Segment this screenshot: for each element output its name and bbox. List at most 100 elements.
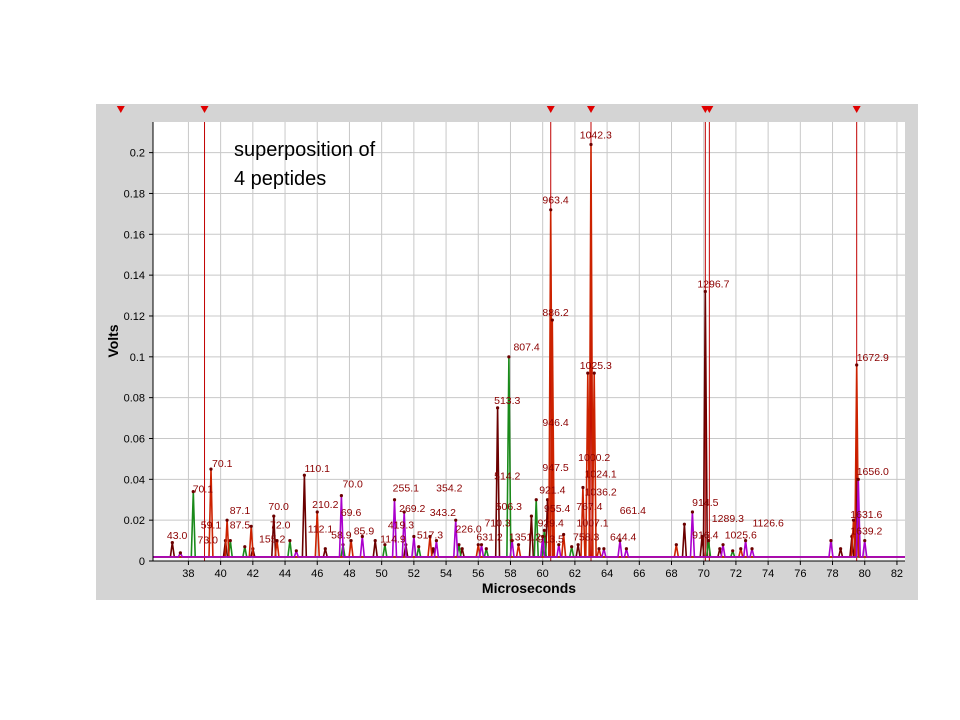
peak-marker bbox=[682, 522, 686, 526]
top-marker-triangle bbox=[705, 106, 714, 113]
peak-label: 1656.0 bbox=[857, 466, 889, 478]
axis-ticks: 38 40 42 44 46 48 50 52 54 56 58 60 62 64 66 68 70 72 74 76… bbox=[124, 148, 903, 580]
x-tick-label: 48 bbox=[343, 568, 355, 580]
top-markers bbox=[116, 106, 861, 113]
x-tick-label: 66 bbox=[633, 568, 645, 580]
peak-marker bbox=[275, 538, 279, 543]
peak-marker bbox=[412, 534, 416, 539]
peak-marker bbox=[602, 547, 606, 551]
peak-marker bbox=[373, 538, 377, 543]
y-tick-label: 0.12 bbox=[124, 311, 145, 323]
peak-marker bbox=[570, 545, 574, 549]
y-tick-label: 0.02 bbox=[124, 515, 145, 527]
peak-marker bbox=[674, 543, 678, 547]
peak-marker bbox=[383, 543, 387, 547]
peak-marker bbox=[484, 547, 488, 551]
x-tick-label: 56 bbox=[472, 568, 484, 580]
peak-label: 87.1 bbox=[230, 505, 251, 517]
peak-label: 758.3 bbox=[573, 532, 599, 544]
peak-label: 1042.3 bbox=[580, 129, 612, 141]
peak-marker bbox=[323, 547, 327, 551]
x-tick-label: 50 bbox=[376, 568, 388, 580]
peak-marker bbox=[557, 543, 561, 547]
peak-marker bbox=[562, 532, 566, 537]
peak-label: 72.0 bbox=[270, 519, 291, 531]
peak-marker bbox=[541, 534, 545, 539]
y-tick-label: 0.08 bbox=[124, 393, 145, 405]
x-tick-label: 52 bbox=[408, 568, 420, 580]
peak-marker bbox=[576, 543, 580, 547]
peak-label: 43.0 bbox=[167, 530, 188, 542]
peak-label: 70.1 bbox=[212, 458, 233, 470]
peak-marker bbox=[851, 518, 856, 522]
peak-label: 914.5 bbox=[692, 497, 718, 509]
peak-marker bbox=[750, 547, 754, 551]
top-marker-triangle bbox=[586, 106, 595, 113]
peak-marker bbox=[690, 510, 695, 514]
peak-marker bbox=[516, 543, 521, 547]
y-axis-title: Volts bbox=[105, 324, 121, 357]
x-tick-label: 64 bbox=[601, 568, 613, 580]
x-tick-label: 46 bbox=[311, 568, 323, 580]
peak-label: 767.4 bbox=[576, 501, 602, 513]
peak-marker bbox=[529, 514, 534, 518]
peak-label: 1126.6 bbox=[752, 517, 783, 529]
peak-label: 921.4 bbox=[539, 485, 565, 497]
peak-label: 1289.3 bbox=[712, 513, 744, 525]
peak-label: 506.3 bbox=[496, 501, 522, 513]
peak-marker bbox=[700, 534, 704, 539]
peak-marker bbox=[288, 538, 292, 543]
peak-label: 1024.1 bbox=[585, 468, 617, 480]
y-tick-label: 0.04 bbox=[124, 474, 145, 486]
peak-marker bbox=[178, 551, 182, 555]
peak-marker bbox=[431, 547, 435, 551]
peak-label: 947.5 bbox=[542, 462, 568, 474]
peak-label: 1036.2 bbox=[585, 487, 617, 499]
peak-marker bbox=[731, 549, 735, 553]
annotation-text: superposition of 4 peptides bbox=[234, 139, 376, 190]
peak-marker bbox=[476, 543, 480, 547]
peak-marker bbox=[170, 541, 174, 545]
peak-marker bbox=[855, 363, 859, 367]
peak-marker bbox=[581, 485, 585, 490]
x-tick-label: 42 bbox=[247, 568, 259, 580]
top-marker-triangle bbox=[546, 106, 555, 113]
peak-marker bbox=[549, 208, 553, 212]
peak-label: 70.1 bbox=[193, 484, 214, 496]
peak-marker bbox=[434, 538, 439, 543]
peak-marker bbox=[721, 543, 725, 547]
y-tick-label: 0.16 bbox=[124, 229, 145, 241]
peak-marker bbox=[294, 549, 298, 553]
peak-marker bbox=[743, 538, 748, 543]
peak-label: 517.3 bbox=[417, 530, 443, 542]
x-tick-label: 74 bbox=[762, 568, 774, 580]
peak-marker bbox=[479, 543, 484, 547]
peak-marker bbox=[495, 406, 500, 410]
peak-label: 929.4 bbox=[538, 517, 564, 529]
peak-marker bbox=[510, 538, 514, 543]
peak-marker bbox=[586, 371, 590, 375]
peak-label: 1672.9 bbox=[857, 352, 889, 364]
y-tick-label: 0.2 bbox=[130, 148, 145, 160]
peak-label: 110.1 bbox=[304, 463, 330, 475]
peak-label: 73.0 bbox=[198, 535, 219, 547]
x-tick-label: 60 bbox=[537, 568, 549, 580]
peak-label: 87.5 bbox=[230, 519, 251, 531]
y-tick-label: 0.18 bbox=[124, 188, 145, 200]
peak-label: 886.2 bbox=[542, 307, 568, 319]
peak-label: 1351.2 bbox=[509, 532, 541, 544]
peak-marker bbox=[272, 514, 276, 518]
peak-label: 59.1 bbox=[201, 519, 222, 531]
peak-marker bbox=[349, 538, 353, 543]
peak-marker bbox=[209, 467, 213, 471]
x-tick-label: 54 bbox=[440, 568, 452, 580]
peak-marker bbox=[460, 547, 464, 551]
chromatogram-chart: 38 40 42 44 46 48 50 52 54 56 58 60 62 64 66 68 70 72 74 76… bbox=[105, 106, 905, 596]
peak-marker bbox=[249, 524, 253, 528]
peak-marker bbox=[457, 543, 461, 547]
x-axis-title: Microseconds bbox=[482, 580, 576, 596]
x-tick-label: 70 bbox=[698, 568, 710, 580]
x-tick-label: 80 bbox=[859, 568, 871, 580]
peak-label: 644.4 bbox=[610, 532, 636, 544]
peak-marker bbox=[597, 547, 601, 551]
